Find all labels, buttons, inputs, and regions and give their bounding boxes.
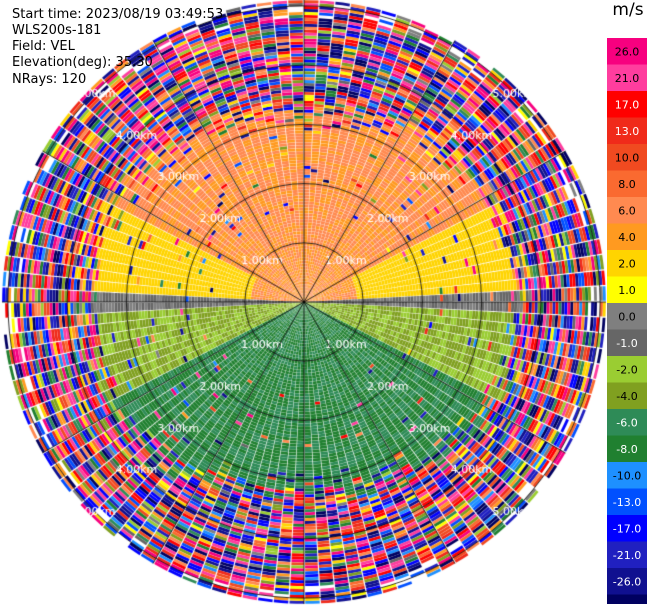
colorbar-segment bbox=[607, 435, 647, 463]
site-label: WLS200s-181 bbox=[12, 23, 102, 38]
colorbar-tick-label: 2.0 bbox=[618, 258, 636, 271]
colorbar-segment bbox=[607, 64, 647, 92]
colorbar-segment bbox=[607, 38, 647, 65]
colorbar-tick-label: -10.0 bbox=[613, 470, 641, 483]
colorbar-segment bbox=[607, 223, 647, 251]
colorbar-tick-label: 1.0 bbox=[618, 284, 636, 297]
colorbar-segment bbox=[607, 356, 647, 383]
ppi-velocity-plot bbox=[0, 0, 607, 607]
elevation-label: Elevation(deg): 35.30 bbox=[12, 55, 153, 70]
colorbar-tick-label: -26.0 bbox=[613, 576, 641, 589]
colorbar-segment bbox=[607, 144, 647, 171]
colorbar-segment bbox=[607, 170, 647, 198]
start-time-label: Start time: 2023/08/19 03:49:53 bbox=[12, 7, 224, 22]
colorbar-segment bbox=[607, 91, 647, 118]
nrays-label: NRays: 120 bbox=[12, 72, 87, 87]
colorbar-tick-label: -21.0 bbox=[613, 549, 641, 562]
colorbar-segment bbox=[607, 409, 647, 436]
colorbar-tick-label: -17.0 bbox=[613, 523, 641, 536]
colorbar-segment bbox=[607, 303, 647, 330]
colorbar-segment bbox=[607, 117, 647, 145]
colorbar-segment bbox=[607, 541, 647, 569]
colorbar-segment bbox=[607, 382, 647, 410]
colorbar-segment bbox=[607, 276, 647, 304]
colorbar-tick-label: 0.0 bbox=[618, 311, 636, 324]
colorbar-tick-label: 10.0 bbox=[615, 152, 640, 165]
field-label: Field: VEL bbox=[12, 39, 75, 54]
colorbar-tick-label: -13.0 bbox=[613, 496, 641, 509]
colorbar-segment bbox=[607, 515, 647, 542]
colorbar-segment bbox=[607, 462, 647, 489]
colorbar-tick-label: 21.0 bbox=[615, 72, 640, 85]
colorbar-tick-label: -2.0 bbox=[616, 364, 637, 377]
colorbar-tick-label: -6.0 bbox=[616, 417, 637, 430]
colorbar-segment bbox=[607, 568, 647, 595]
colorbar-tick-label: 4.0 bbox=[618, 231, 636, 244]
colorbar-tick-label: 6.0 bbox=[618, 205, 636, 218]
colorbar-segment bbox=[607, 197, 647, 224]
colorbar-segment bbox=[607, 329, 647, 357]
colorbar-segment bbox=[607, 250, 647, 277]
colorbar-segment bbox=[607, 594, 647, 604]
colorbar: 26.0 21.0 17.0 13.0 10.0 8.0 6.0 4.0 2.0 1.0 0.0 -1… bbox=[607, 38, 647, 604]
colorbar-tick-label: 13.0 bbox=[615, 125, 640, 138]
colorbar-tick-label: 26.0 bbox=[615, 46, 640, 59]
colorbar-segment bbox=[607, 488, 647, 516]
colorbar-tick-label: 17.0 bbox=[615, 99, 640, 112]
colorbar-unit: m/s bbox=[612, 0, 644, 20]
colorbar-tick-label: 8.0 bbox=[618, 178, 636, 191]
colorbar-tick-label: -4.0 bbox=[616, 390, 637, 403]
colorbar-tick-label: -8.0 bbox=[616, 443, 637, 456]
colorbar-tick-label: -1.0 bbox=[616, 337, 637, 350]
